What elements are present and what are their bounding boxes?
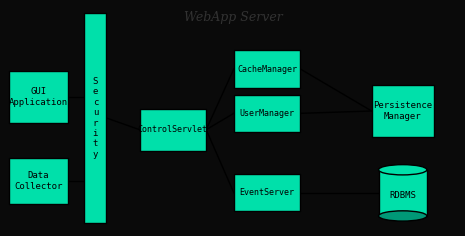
- Ellipse shape: [379, 211, 427, 221]
- Text: S
e
c
u
r
i
t
y: S e c u r i t y: [93, 77, 98, 159]
- Bar: [234, 95, 300, 132]
- Text: Persistence
Manager: Persistence Manager: [373, 101, 432, 121]
- Ellipse shape: [379, 165, 427, 175]
- Bar: [379, 170, 427, 216]
- Bar: [84, 13, 106, 223]
- Bar: [234, 50, 300, 88]
- Text: RDBMS: RDBMS: [389, 191, 416, 200]
- Bar: [8, 158, 68, 204]
- Text: EventServer: EventServer: [239, 188, 295, 197]
- Text: ControlServlet: ControlServlet: [138, 125, 208, 134]
- Text: CacheManager: CacheManager: [237, 64, 297, 74]
- Text: GUI
Application: GUI Application: [9, 87, 68, 107]
- Text: Data
Collector: Data Collector: [14, 171, 63, 191]
- Bar: [140, 109, 206, 151]
- Text: UserManager: UserManager: [239, 109, 295, 118]
- Bar: [372, 85, 434, 137]
- Text: WebApp Server: WebApp Server: [185, 11, 283, 24]
- Bar: [8, 71, 68, 123]
- Bar: [234, 174, 300, 211]
